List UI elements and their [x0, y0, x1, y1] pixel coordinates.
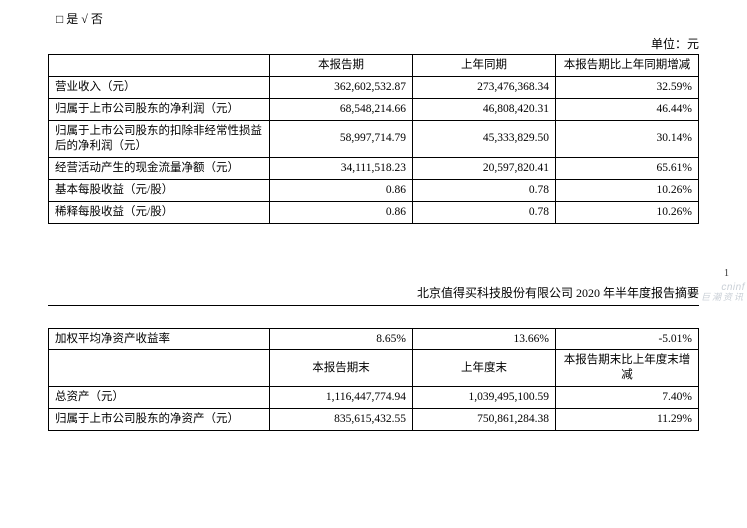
- row-change: 65.61%: [556, 157, 699, 179]
- row-change: 32.59%: [556, 76, 699, 98]
- financial-table-2: 加权平均净资产收益率 8.65% 13.66% -5.01% 本报告期末 上年度…: [48, 328, 699, 432]
- row-change: 7.40%: [556, 387, 699, 409]
- row-change: 10.26%: [556, 179, 699, 201]
- col-period-end: 本报告期末: [270, 350, 413, 387]
- row-change: 11.29%: [556, 409, 699, 431]
- row-current: 362,602,532.87: [270, 76, 413, 98]
- row-current: 8.65%: [270, 328, 413, 350]
- row-label: 总资产（元）: [49, 387, 270, 409]
- page-number: 1: [724, 268, 729, 279]
- col-blank: [49, 350, 270, 387]
- row-change: -5.01%: [556, 328, 699, 350]
- row-change: 46.44%: [556, 98, 699, 120]
- row-change: 10.26%: [556, 201, 699, 223]
- row-label: 归属于上市公司股东的净资产（元）: [49, 409, 270, 431]
- table-row: 基本每股收益（元/股） 0.86 0.78 10.26%: [49, 179, 699, 201]
- row-current: 0.86: [270, 179, 413, 201]
- row-prev: 273,476,368.34: [413, 76, 556, 98]
- row-label: 加权平均净资产收益率: [49, 328, 270, 350]
- row-prev: 45,333,829.50: [413, 120, 556, 157]
- row-prev: 750,861,284.38: [413, 409, 556, 431]
- row-current: 58,997,714.79: [270, 120, 413, 157]
- col-change: 本报告期末比上年度末增减: [556, 350, 699, 387]
- row-current: 835,615,432.55: [270, 409, 413, 431]
- row-label: 稀释每股收益（元/股）: [49, 201, 270, 223]
- report-subtitle: 北京值得买科技股份有限公司 2020 年半年度报告摘要: [48, 284, 699, 306]
- row-prev: 46,808,420.31: [413, 98, 556, 120]
- row-prev: 13.66%: [413, 328, 556, 350]
- row-current: 1,116,447,774.94: [270, 387, 413, 409]
- table-row: 归属于上市公司股东的扣除非经常性损益后的净利润（元） 58,997,714.79…: [49, 120, 699, 157]
- row-label: 经营活动产生的现金流量净额（元）: [49, 157, 270, 179]
- watermark: cninf 巨潮资讯: [701, 282, 745, 303]
- row-current: 34,111,518.23: [270, 157, 413, 179]
- unit-label: 单位：元: [48, 35, 699, 52]
- col-blank: [49, 55, 270, 77]
- row-label: 归属于上市公司股东的净利润（元）: [49, 98, 270, 120]
- col-change: 本报告期比上年同期增减: [556, 55, 699, 77]
- row-label: 营业收入（元）: [49, 76, 270, 98]
- row-prev: 1,039,495,100.59: [413, 387, 556, 409]
- checkbox-line: □ 是 √ 否: [48, 10, 699, 27]
- row-label: 基本每股收益（元/股）: [49, 179, 270, 201]
- row-prev: 0.78: [413, 179, 556, 201]
- row-current: 0.86: [270, 201, 413, 223]
- table-row: 经营活动产生的现金流量净额（元） 34,111,518.23 20,597,82…: [49, 157, 699, 179]
- table-row: 营业收入（元） 362,602,532.87 273,476,368.34 32…: [49, 76, 699, 98]
- row-prev: 0.78: [413, 201, 556, 223]
- col-prev: 上年同期: [413, 55, 556, 77]
- watermark-cn: 巨潮资讯: [701, 293, 745, 303]
- table-header-row: 本报告期末 上年度末 本报告期末比上年度末增减: [49, 350, 699, 387]
- row-change: 30.14%: [556, 120, 699, 157]
- table-row: 归属于上市公司股东的净利润（元） 68,548,214.66 46,808,42…: [49, 98, 699, 120]
- row-prev: 20,597,820.41: [413, 157, 556, 179]
- table-row: 归属于上市公司股东的净资产（元） 835,615,432.55 750,861,…: [49, 409, 699, 431]
- table-row: 总资产（元） 1,116,447,774.94 1,039,495,100.59…: [49, 387, 699, 409]
- col-year-end: 上年度末: [413, 350, 556, 387]
- row-current: 68,548,214.66: [270, 98, 413, 120]
- row-label: 归属于上市公司股东的扣除非经常性损益后的净利润（元）: [49, 120, 270, 157]
- table-header-row: 本报告期 上年同期 本报告期比上年同期增减: [49, 55, 699, 77]
- col-current: 本报告期: [270, 55, 413, 77]
- table-row: 稀释每股收益（元/股） 0.86 0.78 10.26%: [49, 201, 699, 223]
- financial-table-1: 本报告期 上年同期 本报告期比上年同期增减 营业收入（元） 362,602,53…: [48, 54, 699, 224]
- table-row: 加权平均净资产收益率 8.65% 13.66% -5.01%: [49, 328, 699, 350]
